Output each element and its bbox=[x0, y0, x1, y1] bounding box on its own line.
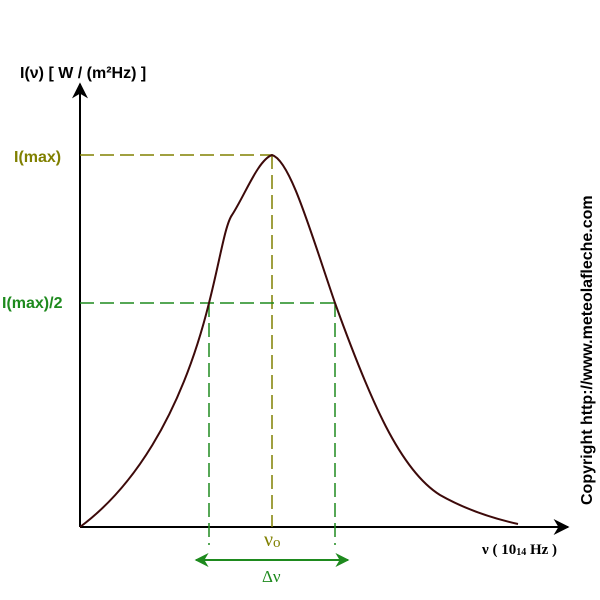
nu0-symbol: ν bbox=[264, 529, 273, 551]
delta-nu-label: Δν bbox=[262, 567, 281, 586]
ihalf-label: I(max)/2 bbox=[2, 295, 63, 312]
copyright-text: Copyright http://www.meteolafleche.com bbox=[579, 195, 596, 505]
line-profile-curve bbox=[79, 153, 519, 528]
imax-label: I(max) bbox=[14, 149, 61, 166]
x-axis-label-suffix: Hz ) bbox=[526, 542, 557, 558]
x-axis-label: ν ( 1014 Hz ) bbox=[481, 542, 557, 558]
x-axis-label-exponent: 14 bbox=[516, 547, 526, 558]
nu0-subscript: o bbox=[273, 535, 281, 551]
nu0-label: νo bbox=[264, 529, 281, 551]
x-axis-label-prefix: ν ( 10 bbox=[481, 542, 516, 558]
y-axis-label: I(ν) [ W / (m²Hz) ] bbox=[20, 65, 146, 82]
